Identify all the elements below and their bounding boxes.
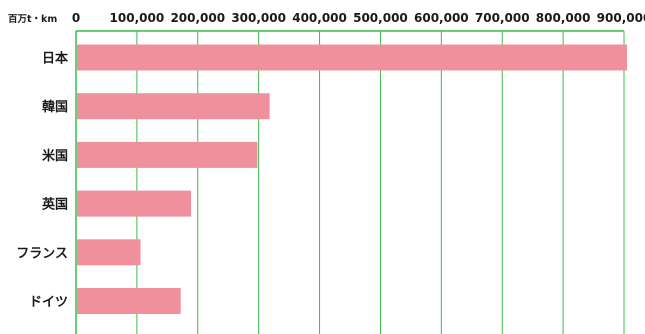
x-tick-label: 700,000 <box>475 11 530 25</box>
x-tick-label: 200,000 <box>170 11 225 25</box>
category-label: 韓国 <box>42 99 68 115</box>
category-label: ドイツ <box>29 295 68 310</box>
x-tick-label: 400,000 <box>292 11 347 25</box>
bars <box>77 44 628 314</box>
x-tick-label: 500,000 <box>353 11 408 25</box>
bar <box>77 190 192 217</box>
x-tick-label: 900,000 <box>597 11 645 25</box>
bar <box>77 239 141 266</box>
axes <box>75 30 624 334</box>
category-label: 日本 <box>42 51 68 67</box>
x-tick-label: 100,000 <box>110 11 165 25</box>
bar <box>77 141 258 168</box>
x-tick-label: 800,000 <box>536 11 591 25</box>
unit-label: 百万t・km <box>8 14 57 25</box>
grid-lines <box>136 31 625 334</box>
x-tick-label: 300,000 <box>231 11 286 25</box>
x-tick-label: 0 <box>72 11 80 25</box>
category-label: フランス <box>16 246 68 261</box>
bar <box>77 93 270 120</box>
bar <box>77 288 181 314</box>
category-label: 米国 <box>42 148 68 164</box>
x-tick-labels: 0 100,000 200,000 300,000 400,000 500,000 600,… <box>72 11 645 25</box>
bar <box>77 44 628 71</box>
x-tick-label: 600,000 <box>414 11 469 25</box>
category-label: 英国 <box>41 197 68 213</box>
